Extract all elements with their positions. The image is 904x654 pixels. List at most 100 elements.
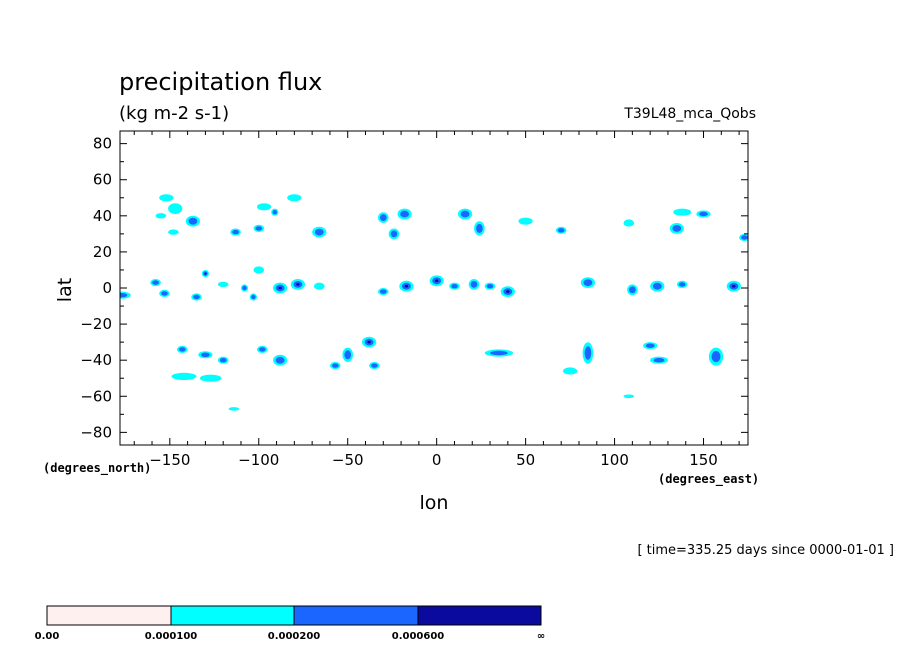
- precip-contour-level-1: [673, 208, 692, 216]
- precip-cell: [458, 208, 473, 220]
- precip-contour-level-2: [490, 350, 508, 356]
- colorbar: 0.00 0.000100 0.000200 0.000600 ∞: [35, 605, 545, 642]
- precip-contour-level-2: [120, 293, 128, 298]
- axis-ticks: −150 −100 −50 0 50 100 150 80 60 40 20 0 −20 −40 −60 −8…: [80, 131, 748, 469]
- precip-cell: [240, 284, 249, 292]
- precip-contour-level-1: [314, 282, 325, 290]
- precip-cell: [388, 228, 400, 240]
- precip-contour-level-2: [344, 350, 352, 360]
- precip-contour-level-2: [711, 351, 721, 363]
- y-tick-label: 80: [93, 135, 112, 153]
- precip-contour-level-2: [255, 226, 263, 231]
- precip-cell: [257, 345, 268, 353]
- precip-contour-level-2: [219, 358, 227, 363]
- precip-cell: [120, 291, 131, 299]
- precip-contour-level-2: [678, 282, 686, 287]
- precip-contour-level-1: [563, 367, 578, 375]
- precip-contour-level-2: [314, 228, 324, 236]
- x-tick-label: −100: [238, 451, 279, 469]
- precip-cell: [397, 208, 412, 220]
- precip-cell: [249, 293, 257, 301]
- precip-contour-level-3: [367, 340, 371, 344]
- colorbar-label: 0.00: [35, 631, 60, 642]
- y-tick-label: 20: [93, 243, 112, 261]
- precip-contour-level-2: [380, 289, 387, 294]
- precip-cell: [185, 215, 200, 227]
- precip-contour-level-2: [272, 210, 277, 215]
- precip-cell: [623, 394, 635, 399]
- precip-cell: [287, 194, 302, 202]
- precip-contour-level-2: [371, 363, 378, 368]
- y-tick-label: −60: [80, 387, 112, 405]
- y-tick-label: −40: [80, 351, 112, 369]
- precip-cell: [330, 362, 341, 370]
- precip-cell: [449, 282, 460, 290]
- precip-cell: [290, 279, 305, 290]
- x-tick-label: −150: [149, 451, 190, 469]
- colorbar-bin-3: [417, 605, 542, 626]
- y-tick-label: −80: [80, 423, 112, 441]
- precip-contour-level-2: [259, 347, 266, 352]
- precip-cell: [696, 210, 711, 218]
- precip-contour-level-1: [228, 407, 240, 411]
- precip-contour-level-1: [159, 194, 174, 202]
- precip-cell: [378, 212, 389, 224]
- precip-contour-level-1: [168, 203, 183, 215]
- precip-cell: [582, 342, 594, 364]
- precip-cell: [228, 407, 240, 411]
- precip-contour-level-1: [257, 203, 272, 211]
- y-units-label: (degrees_north): [43, 461, 151, 476]
- precip-contour-level-3: [404, 284, 409, 288]
- precipitation-field: [120, 194, 748, 411]
- precip-contour-level-1: [168, 229, 179, 235]
- y-axis-title: lat: [54, 278, 76, 302]
- precip-cell: [217, 356, 229, 364]
- precip-cell: [676, 280, 688, 288]
- precip-cell: [673, 208, 692, 216]
- precip-cell: [468, 279, 480, 290]
- precip-contour-level-2: [242, 285, 247, 291]
- x-tick-label: 100: [600, 451, 629, 469]
- precip-contour-level-3: [296, 283, 300, 286]
- x-units-label: (degrees_east): [658, 472, 759, 487]
- precip-cell: [362, 336, 377, 348]
- precip-cell: [273, 354, 288, 366]
- precip-contour-level-3: [435, 279, 439, 283]
- plot-background: [120, 131, 748, 445]
- precip-cell: [168, 229, 179, 235]
- colorbar-label: 0.000200: [268, 631, 321, 642]
- precip-contour-level-1: [171, 372, 197, 380]
- precip-contour-level-2: [380, 214, 387, 222]
- precip-contour-level-2: [460, 210, 470, 218]
- precip-cell: [555, 226, 567, 234]
- x-axis-title: lon: [420, 492, 449, 514]
- precip-cell: [150, 279, 161, 287]
- precip-cell: [627, 284, 638, 296]
- precip-contour-level-2: [332, 363, 339, 368]
- precip-contour-level-1: [253, 266, 265, 274]
- precip-contour-level-2: [400, 210, 409, 218]
- precip-contour-level-2: [699, 211, 708, 217]
- precip-contour-level-1: [200, 374, 222, 382]
- precip-cell: [429, 275, 444, 287]
- precip-cell: [230, 228, 241, 236]
- precip-cell: [518, 217, 533, 225]
- x-tick-label: 0: [432, 451, 442, 469]
- precip-contour-level-2: [741, 235, 748, 240]
- precip-contour-level-2: [584, 346, 592, 360]
- x-tick-label: −50: [332, 451, 364, 469]
- precip-cell: [643, 342, 658, 350]
- precip-cell: [253, 266, 265, 274]
- precip-contour-level-2: [188, 217, 198, 225]
- precip-cell: [273, 282, 288, 294]
- precip-cell: [669, 223, 684, 234]
- x-tick-label: 150: [689, 451, 718, 469]
- precip-cell: [474, 221, 485, 236]
- precip-cell: [563, 367, 578, 375]
- colorbar-label: 0.000600: [392, 631, 445, 642]
- precip-cell: [217, 281, 229, 288]
- precip-contour-level-1: [623, 219, 635, 227]
- precip-contour-level-2: [390, 230, 398, 238]
- colorbar-label: ∞: [537, 631, 545, 642]
